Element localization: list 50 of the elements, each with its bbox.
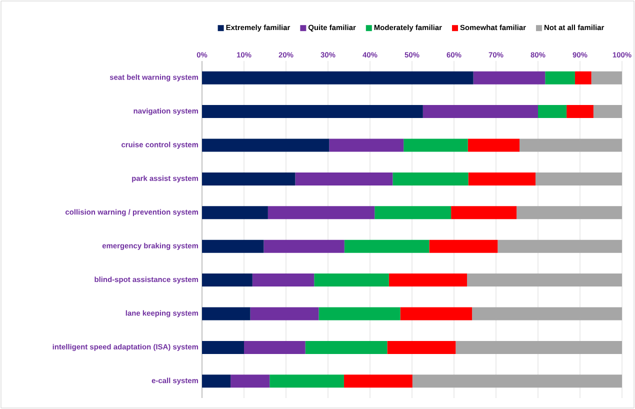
- bar: [202, 71, 474, 84]
- bar: [566, 105, 594, 118]
- bar: [467, 274, 622, 287]
- bar: [535, 172, 622, 186]
- bar: [305, 340, 388, 354]
- bar: [202, 274, 252, 287]
- bar: [244, 340, 306, 354]
- bar: [374, 206, 452, 220]
- bar: [388, 274, 468, 287]
- bar: [252, 274, 314, 287]
- bar: [202, 206, 268, 220]
- bar: [344, 374, 412, 388]
- bar: [574, 71, 592, 84]
- bar: [344, 240, 430, 253]
- bar: [314, 274, 389, 287]
- bar: [404, 138, 468, 152]
- bar: [329, 138, 404, 152]
- bar: [422, 105, 538, 118]
- bar: [318, 307, 400, 320]
- bar: [456, 340, 622, 354]
- bar: [202, 105, 423, 118]
- bar: [591, 71, 622, 84]
- bar: [472, 307, 622, 320]
- bar: [593, 105, 622, 118]
- bar: [202, 374, 231, 388]
- bar: [520, 138, 622, 152]
- bar: [387, 340, 456, 354]
- bar: [516, 206, 622, 220]
- bar: [412, 374, 622, 388]
- bar: [468, 172, 536, 186]
- bar: [202, 307, 250, 320]
- bar: [498, 240, 622, 253]
- bar: [202, 172, 296, 186]
- bar: [202, 240, 264, 253]
- bar: [230, 374, 270, 388]
- bar: [392, 172, 468, 186]
- bar: [400, 307, 472, 320]
- bar: [250, 307, 319, 320]
- bar: [429, 240, 498, 253]
- bar: [268, 206, 375, 220]
- bar: [545, 71, 575, 84]
- bar: [270, 374, 344, 388]
- bar: [473, 71, 546, 84]
- bar: [202, 138, 330, 152]
- bar: [202, 340, 244, 354]
- bar: [538, 105, 567, 118]
- bar: [295, 172, 393, 186]
- bar: [468, 138, 520, 152]
- bar: [264, 240, 344, 253]
- bar: [451, 206, 517, 220]
